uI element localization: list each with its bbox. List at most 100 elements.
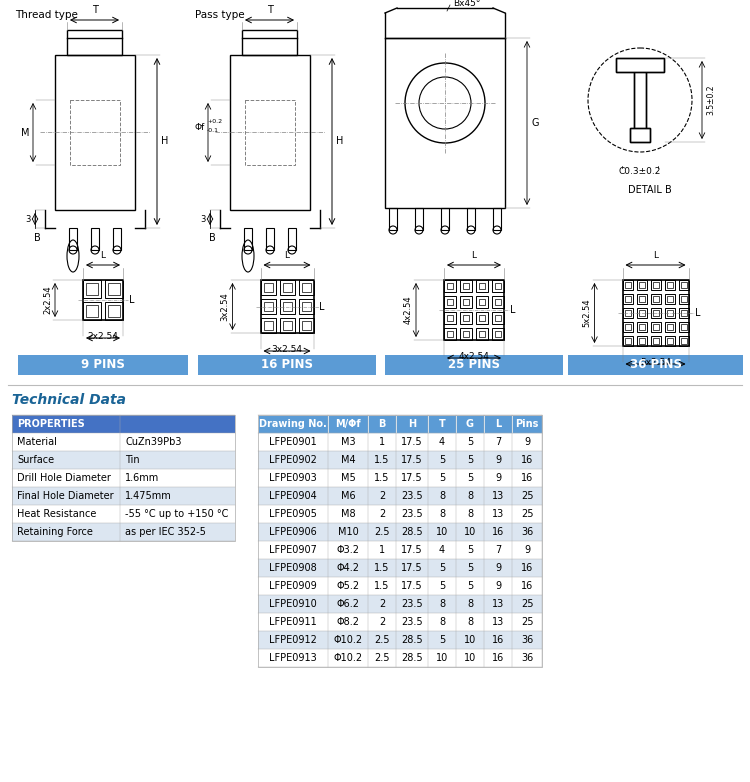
Bar xyxy=(447,331,453,337)
Bar xyxy=(664,336,674,346)
Text: 36: 36 xyxy=(520,635,533,645)
Bar xyxy=(625,324,631,330)
Text: 36: 36 xyxy=(520,527,533,537)
Text: 7: 7 xyxy=(495,545,501,555)
Bar xyxy=(463,283,469,289)
Bar xyxy=(302,321,310,330)
Bar xyxy=(484,415,512,433)
Bar xyxy=(428,487,456,505)
Text: M5: M5 xyxy=(340,473,356,483)
Text: 5: 5 xyxy=(466,473,473,483)
Bar xyxy=(650,308,661,318)
Text: L: L xyxy=(129,295,134,305)
Bar xyxy=(288,228,296,250)
Bar xyxy=(444,328,456,340)
Bar xyxy=(415,208,423,230)
Bar xyxy=(298,318,314,333)
Text: Tin: Tin xyxy=(125,455,140,465)
Text: Φ4.2: Φ4.2 xyxy=(337,563,359,573)
Text: T: T xyxy=(439,419,446,429)
Bar xyxy=(260,280,275,295)
Bar xyxy=(650,322,661,332)
Bar xyxy=(652,296,658,302)
Text: 5: 5 xyxy=(466,437,473,447)
Bar xyxy=(456,451,484,469)
Text: 1: 1 xyxy=(379,545,385,555)
Bar xyxy=(492,296,504,308)
Bar xyxy=(368,487,396,505)
Bar xyxy=(258,415,542,667)
Text: 5: 5 xyxy=(466,581,473,591)
Text: T: T xyxy=(266,5,272,15)
Bar xyxy=(630,128,650,142)
Text: Technical Data: Technical Data xyxy=(12,393,126,407)
Text: 5: 5 xyxy=(466,545,473,555)
Bar xyxy=(456,631,484,649)
Bar xyxy=(456,523,484,541)
Bar xyxy=(680,296,686,302)
Text: +0.2: +0.2 xyxy=(207,119,222,124)
Text: 25: 25 xyxy=(520,599,533,609)
Text: 16: 16 xyxy=(520,563,533,573)
Text: 1.5: 1.5 xyxy=(374,563,390,573)
Text: LFPE0912: LFPE0912 xyxy=(269,635,317,645)
Bar xyxy=(83,280,123,320)
Text: LFPE0911: LFPE0911 xyxy=(269,617,316,627)
Bar xyxy=(638,310,644,316)
Bar xyxy=(396,559,428,577)
Bar xyxy=(638,324,644,330)
Bar xyxy=(91,228,99,250)
Bar xyxy=(493,208,501,230)
Bar xyxy=(637,336,646,346)
Bar xyxy=(622,336,632,346)
Bar xyxy=(368,523,396,541)
Bar xyxy=(667,296,673,302)
Bar xyxy=(302,283,310,292)
Text: Final Hole Diameter: Final Hole Diameter xyxy=(17,491,114,501)
Bar xyxy=(258,487,328,505)
Text: 10: 10 xyxy=(464,653,476,663)
Text: 25 PINS: 25 PINS xyxy=(448,358,500,371)
Text: 5: 5 xyxy=(439,581,446,591)
Bar xyxy=(83,302,101,320)
Bar xyxy=(260,318,275,333)
Bar xyxy=(328,451,368,469)
Bar xyxy=(242,30,297,55)
Text: 10: 10 xyxy=(436,527,448,537)
Bar xyxy=(638,282,644,288)
Text: 3x2.54: 3x2.54 xyxy=(272,345,302,354)
Bar xyxy=(283,302,292,311)
Text: 4x2.54: 4x2.54 xyxy=(458,352,490,361)
Text: 3x2.54: 3x2.54 xyxy=(220,292,230,321)
Bar xyxy=(679,322,688,332)
Text: 36 PINS: 36 PINS xyxy=(629,358,682,371)
Text: M3: M3 xyxy=(340,437,356,447)
Bar xyxy=(622,294,632,304)
Bar xyxy=(67,30,122,55)
Bar xyxy=(667,324,673,330)
Bar xyxy=(479,299,485,305)
Bar xyxy=(12,523,235,541)
Text: L: L xyxy=(694,308,700,318)
Bar xyxy=(396,631,428,649)
Text: 13: 13 xyxy=(492,509,504,519)
Text: H: H xyxy=(161,137,168,146)
Bar xyxy=(447,299,453,305)
Text: -55 °C up to +150 °C: -55 °C up to +150 °C xyxy=(125,509,228,519)
Text: L: L xyxy=(510,305,515,315)
Bar xyxy=(280,280,295,295)
Text: as per IEC 352-5: as per IEC 352-5 xyxy=(125,527,206,537)
Bar xyxy=(667,282,673,288)
Text: 36: 36 xyxy=(520,653,533,663)
Text: 2: 2 xyxy=(379,509,386,519)
Text: 8: 8 xyxy=(439,599,445,609)
Bar xyxy=(266,228,274,250)
Bar xyxy=(650,280,661,290)
Text: Material: Material xyxy=(17,437,57,447)
Bar xyxy=(479,331,485,337)
Bar xyxy=(428,595,456,613)
Text: Surface: Surface xyxy=(17,455,54,465)
Bar xyxy=(679,294,688,304)
Text: Heat Resistance: Heat Resistance xyxy=(17,509,96,519)
Text: 9: 9 xyxy=(524,437,530,447)
